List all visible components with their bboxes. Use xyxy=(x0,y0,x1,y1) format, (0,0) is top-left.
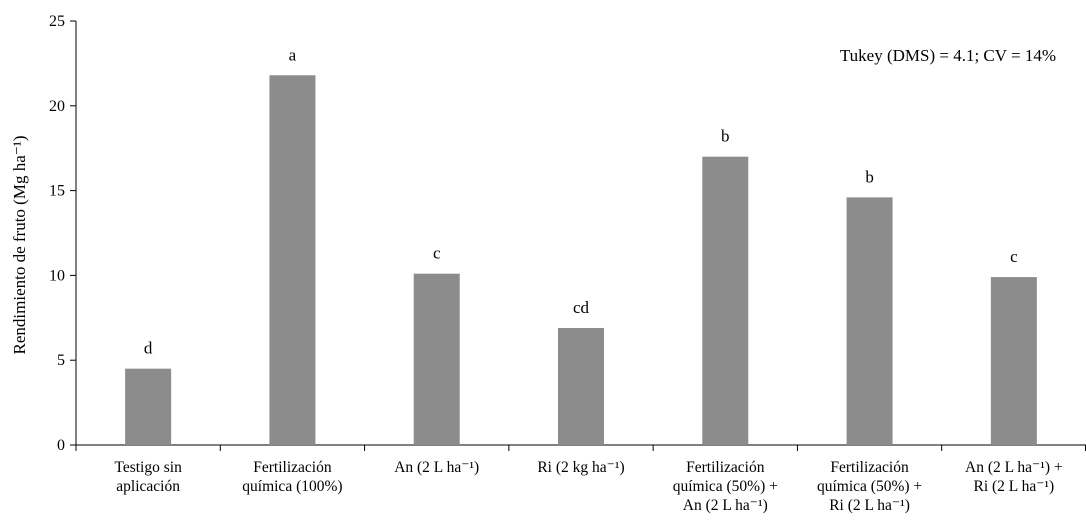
category-label: Fertilización xyxy=(830,459,909,476)
bar xyxy=(269,75,316,445)
significance-letter: b xyxy=(865,167,874,186)
category-label: An (2 L ha⁻¹) xyxy=(683,497,768,514)
category-label: Testigo sin xyxy=(114,459,182,476)
category-label: química (50%) + xyxy=(673,478,778,495)
category-label: Fertilización xyxy=(253,459,332,476)
bar xyxy=(558,327,604,445)
category-label: química (100%) xyxy=(242,478,342,495)
y-tick-label: 0 xyxy=(57,437,65,454)
category-label: Ri (2 L ha⁻¹) xyxy=(829,497,910,514)
y-tick-label: 15 xyxy=(49,183,65,200)
category-label: Fertilización xyxy=(686,459,765,476)
tukey-annotation: Tukey (DMS) = 4.1; CV = 14% xyxy=(840,46,1056,65)
significance-letter: b xyxy=(721,127,730,146)
bar xyxy=(990,277,1037,445)
significance-letter: c xyxy=(433,244,441,263)
bar xyxy=(846,197,893,445)
y-tick-label: 5 xyxy=(57,352,65,369)
y-tick-label: 10 xyxy=(49,267,65,284)
significance-letter: c xyxy=(1010,247,1018,266)
significance-letter: a xyxy=(289,45,297,64)
category-label: aplicación xyxy=(116,478,180,495)
y-tick-label: 25 xyxy=(49,13,65,30)
y-tick-label: 20 xyxy=(49,98,65,115)
category-label: An (2 L ha⁻¹) xyxy=(394,459,479,476)
bar xyxy=(125,368,172,445)
y-axis: 0 5 10 15 20 25 xyxy=(49,13,77,454)
bar xyxy=(702,156,749,445)
significance-letter: cd xyxy=(573,298,590,317)
significance-letters: d a c cd b b c xyxy=(144,45,1018,357)
category-label: Ri (2 kg ha⁻¹) xyxy=(537,459,624,476)
y-axis-label: Rendimiento de fruto (Mg ha⁻¹) xyxy=(10,136,29,355)
category-label: Ri (2 L ha⁻¹) xyxy=(974,478,1055,495)
x-axis xyxy=(75,444,1086,451)
bar xyxy=(413,273,460,445)
category-label: química (50%) + xyxy=(817,478,922,495)
category-label: An (2 L ha⁻¹) + xyxy=(965,459,1063,476)
significance-letter: d xyxy=(144,339,153,358)
category-labels: Testigo sin aplicación Fertilización químic… xyxy=(114,459,1062,514)
bar-series xyxy=(125,75,1037,445)
